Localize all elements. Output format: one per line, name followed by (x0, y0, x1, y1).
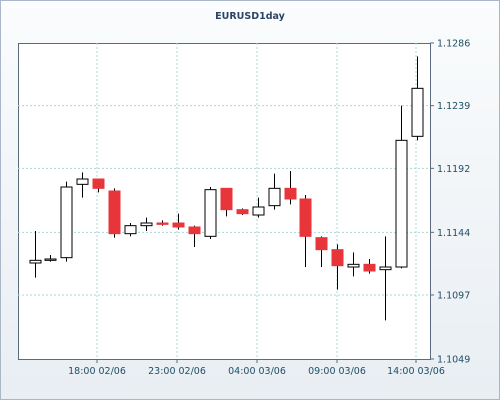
candle (363, 259, 376, 274)
candle (76, 172, 89, 198)
x-tick-label: 23:00 02/06 (148, 366, 206, 377)
candle-body (140, 222, 153, 227)
candle (188, 225, 201, 247)
candle (299, 195, 312, 267)
candle-body (156, 222, 169, 225)
y-tick-label: 1.1097 (437, 291, 470, 302)
candle-body (284, 187, 297, 200)
candle (156, 220, 169, 226)
candle (204, 187, 217, 239)
candle-body (363, 263, 376, 272)
candle-body (124, 225, 137, 235)
candle-body (252, 206, 265, 216)
candle (220, 187, 233, 217)
candle (92, 178, 105, 193)
candle (29, 231, 42, 278)
candle-body (188, 226, 201, 235)
candle-body (315, 237, 328, 251)
candle-body (236, 209, 249, 215)
candle (315, 236, 328, 267)
candle-body (411, 87, 424, 137)
candle-body (379, 266, 392, 271)
candle-body (29, 259, 42, 264)
x-tick-label: 04:00 03/06 (228, 366, 286, 377)
candle (379, 236, 392, 321)
y-tick-label: 1.1192 (437, 164, 470, 175)
x-tick-label: 18:00 02/06 (68, 366, 126, 377)
candle-body (172, 222, 185, 228)
candle (60, 181, 73, 262)
x-axis: 18:00 02/06 23:00 02/06 04:00 03/06 09:00 0… (68, 359, 445, 377)
candle (140, 217, 153, 231)
candle-body (395, 139, 408, 268)
candles (29, 56, 424, 321)
candle-body (268, 187, 281, 207)
y-tick-label: 1.1239 (437, 101, 470, 112)
candle (252, 197, 265, 218)
candle-body (92, 178, 105, 189)
candle (331, 244, 344, 290)
x-tick-label: 09:00 03/06 (308, 366, 366, 377)
candle-body (60, 186, 73, 259)
candle-body (220, 187, 233, 211)
candle (124, 223, 137, 237)
candle (395, 105, 408, 269)
y-tick-label: 1.1286 (437, 39, 470, 50)
candle-body (299, 198, 312, 237)
candle (236, 208, 249, 215)
candle-body (44, 258, 57, 261)
y-tick-label: 1.1049 (437, 355, 470, 366)
chart-title: EURUSD1day (215, 11, 285, 22)
candle (108, 188, 121, 238)
gridlines (18, 43, 430, 359)
candle (347, 252, 360, 277)
candle (172, 213, 185, 230)
candle-body (347, 263, 360, 268)
candle-body (76, 178, 89, 185)
candle (411, 56, 424, 141)
y-axis: 1.1286 1.1239 1.1192 1.1144 1.1097 1.1049 (430, 39, 470, 366)
candle (268, 173, 281, 210)
candle (284, 171, 297, 205)
candle-body (204, 189, 217, 237)
candle (44, 255, 57, 262)
candle-body (108, 190, 121, 235)
candle-body (331, 249, 344, 267)
y-tick-label: 1.1144 (437, 228, 470, 239)
x-tick-label: 14:00 03/06 (387, 366, 445, 377)
